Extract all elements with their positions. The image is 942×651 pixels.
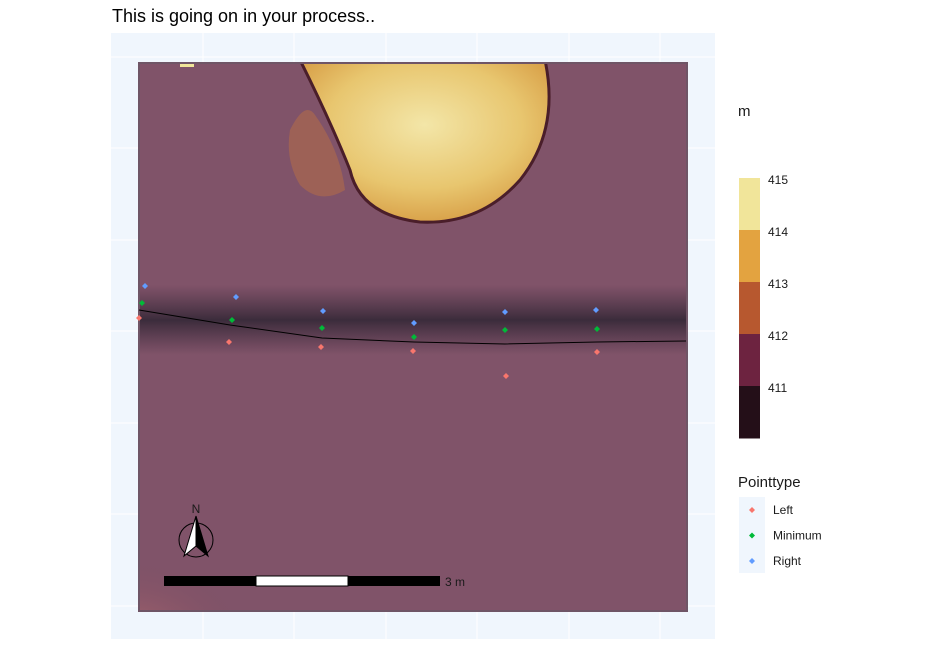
legend-label-minimum: Minimum bbox=[773, 529, 822, 543]
point-minimum bbox=[229, 317, 235, 323]
legend-tick-label: 411 bbox=[768, 381, 787, 395]
point-right bbox=[320, 308, 326, 314]
legend-color-step bbox=[739, 178, 760, 231]
point-right bbox=[411, 320, 417, 326]
legend-color-step bbox=[739, 230, 760, 283]
centerline-layer bbox=[138, 309, 687, 345]
point-right bbox=[142, 283, 148, 289]
elevation-raster bbox=[139, 63, 687, 611]
point-right bbox=[502, 309, 508, 315]
legend-tick-label: 412 bbox=[768, 329, 788, 343]
legend-label-left: Left bbox=[773, 503, 794, 517]
point-left bbox=[136, 315, 142, 321]
chart-title: This is going on in your process.. bbox=[112, 6, 376, 26]
point-minimum bbox=[502, 327, 508, 333]
point-left bbox=[594, 349, 600, 355]
legend-tick-label: 414 bbox=[768, 225, 788, 239]
scale-bar: 3 m bbox=[164, 575, 465, 589]
point-left bbox=[318, 344, 324, 350]
north-arrow-icon: N bbox=[178, 502, 214, 558]
north-label: N bbox=[192, 502, 201, 516]
point-right bbox=[593, 307, 599, 313]
point-left bbox=[410, 348, 416, 354]
centerline bbox=[138, 309, 687, 345]
scale-bar-label: 3 m bbox=[445, 575, 465, 589]
legend-key-left bbox=[749, 507, 755, 513]
points-layer bbox=[136, 283, 600, 379]
point-minimum bbox=[411, 334, 417, 340]
legend-key-right bbox=[749, 558, 755, 564]
legend-tick-label: 415 bbox=[768, 173, 788, 187]
legend-key-minimum bbox=[749, 532, 755, 539]
point-left bbox=[503, 373, 509, 379]
legend-tick-label: 413 bbox=[768, 277, 788, 291]
point-minimum bbox=[594, 326, 600, 332]
point-left bbox=[226, 339, 232, 345]
pointtype-legend: Left Minimum Right bbox=[739, 497, 822, 573]
point-minimum bbox=[139, 300, 145, 306]
elevation-legend: 415 414 413 412 411 bbox=[739, 173, 788, 439]
legend-color-step bbox=[739, 334, 760, 387]
point-right bbox=[233, 294, 239, 300]
legend-color-step bbox=[739, 282, 760, 335]
legend-color-step bbox=[739, 386, 760, 439]
pointtype-legend-title: Pointtype bbox=[738, 474, 801, 491]
map-frame bbox=[138, 62, 688, 612]
point-minimum bbox=[319, 325, 325, 331]
legend-label-right: Right bbox=[773, 554, 802, 568]
elevation-legend-title: m bbox=[738, 103, 751, 120]
